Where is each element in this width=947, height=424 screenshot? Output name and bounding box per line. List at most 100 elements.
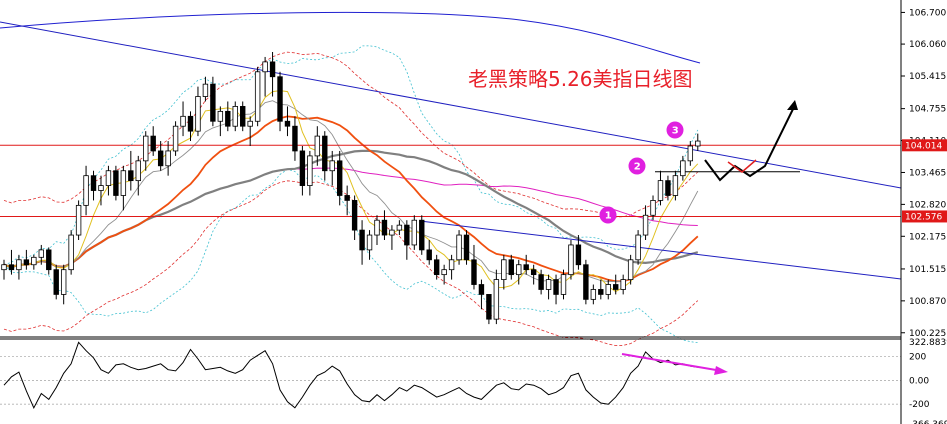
candle (374, 215, 380, 245)
candle (269, 52, 276, 97)
osc-tick-label: 0.00 (909, 376, 929, 386)
candle-body-bear (538, 274, 544, 290)
candle-body-bear (336, 160, 343, 196)
candle-body-bear (90, 175, 97, 191)
candle (172, 121, 179, 156)
candle-body-bear (157, 150, 164, 167)
downtrend-line-upper (0, 21, 902, 189)
oscillator-panel (3, 341, 728, 409)
candle (620, 274, 626, 295)
candle (314, 126, 321, 166)
candle (120, 165, 127, 211)
price-tick-label: 102.175 (909, 232, 946, 242)
candle-body-bull (590, 289, 597, 300)
candle (16, 254, 22, 280)
price-tick-label: 106.700 (909, 8, 946, 18)
candle-body-bull (143, 135, 149, 162)
candle (501, 254, 507, 290)
candle (195, 86, 201, 137)
candle-body-bear (478, 284, 485, 295)
candle-body-bull (516, 264, 522, 276)
candle-body-bull (68, 234, 74, 271)
candle (60, 264, 67, 305)
envelope-lower (3, 180, 699, 347)
candle (583, 259, 589, 305)
osc-tick-label: -200 (909, 400, 930, 410)
candle (329, 150, 335, 186)
candle-body-bull (680, 160, 686, 177)
candle-body-bull (329, 160, 335, 172)
indicator-overlays (0, 11, 902, 347)
candle (366, 230, 373, 260)
candle-body-bear (486, 294, 492, 320)
candle-body-bull (411, 219, 417, 246)
candle (68, 230, 74, 275)
candle-body-bull (396, 224, 403, 231)
candle-body-bear (426, 249, 432, 261)
candle-body-bull (247, 120, 253, 127)
candle (419, 215, 425, 255)
candle-body-bear (240, 106, 246, 127)
candle (463, 230, 470, 265)
candle-body-bear (508, 259, 514, 276)
osc-tick-label: 200 (909, 353, 926, 363)
projection-arrowhead (787, 100, 798, 110)
candle (672, 170, 679, 201)
candle (38, 244, 44, 265)
annotations (704, 100, 798, 182)
candle-body-bear (351, 200, 358, 231)
candle (545, 274, 552, 300)
candle-body-bear (598, 289, 604, 295)
candle-body-bull (232, 106, 238, 127)
candle-body-bull (75, 204, 82, 236)
candle-body-bull (83, 175, 89, 206)
chart-title: 老黑策略5.26美指日线图 (468, 67, 693, 91)
candle (650, 195, 656, 221)
candle-body-bull (374, 219, 380, 236)
candle-body-bull (366, 234, 373, 251)
candle (262, 56, 268, 97)
candle-body-bear (433, 259, 440, 276)
price-tick-label: 100.870 (909, 297, 946, 307)
bollinger-upper (3, 45, 699, 266)
candle (113, 165, 119, 201)
candle (217, 106, 224, 137)
candle-body-bull (657, 180, 664, 201)
candle-body-bull (695, 140, 701, 147)
candle (165, 141, 171, 176)
long-ma-blue (0, 11, 701, 64)
candle-body-bear (322, 135, 328, 172)
candle (98, 175, 104, 206)
candle (642, 205, 649, 240)
main-panel-bg (0, 0, 901, 335)
candle (404, 220, 410, 260)
candle (90, 170, 97, 201)
candle (695, 133, 701, 151)
candle (493, 269, 500, 325)
candle-body-bull (120, 170, 127, 196)
candle-body-bull (217, 110, 224, 122)
candle-body-bear (46, 249, 52, 271)
candle (53, 264, 59, 300)
candle (225, 101, 231, 132)
candle (508, 254, 514, 280)
price-tick-label: 103.465 (909, 168, 946, 178)
candle-body-bear (583, 264, 589, 300)
candle-body-bull (545, 279, 552, 290)
candle-body-bull (165, 150, 171, 167)
candle-body-bear (553, 279, 559, 295)
candle (486, 294, 492, 325)
candle-body-bear (23, 259, 30, 266)
candle-body-bear (530, 269, 537, 276)
candle (411, 215, 417, 250)
candle (210, 76, 216, 127)
candle-body-bull (98, 185, 104, 191)
wave-marker-circle (628, 157, 646, 175)
candle-body-bear (113, 170, 119, 196)
candle (553, 274, 559, 305)
candle (46, 247, 52, 275)
candle (307, 150, 313, 196)
candle (23, 249, 30, 270)
candle (471, 244, 477, 290)
candle-body-bull (560, 274, 567, 295)
